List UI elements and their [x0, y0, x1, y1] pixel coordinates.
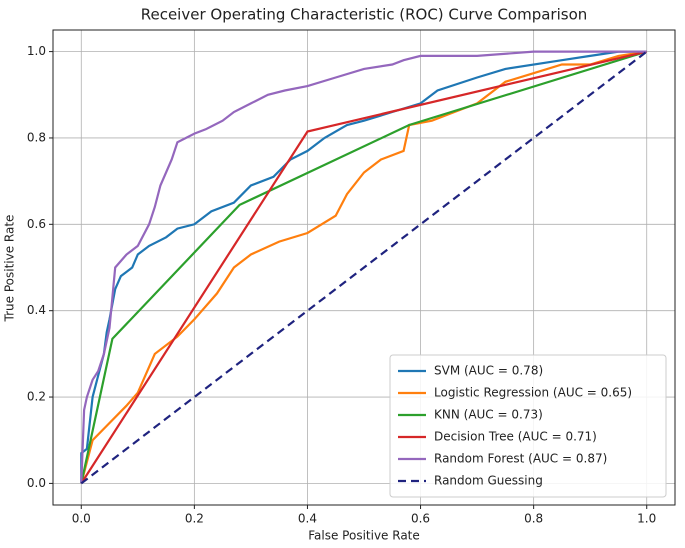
plot-frame — [52, 29, 676, 506]
roc-line — [80, 50, 648, 484]
legend-label: Random Guessing — [434, 474, 543, 488]
chart-title: Receiver Operating Characteristic (ROC) … — [141, 6, 588, 24]
roc-line — [80, 50, 647, 484]
roc-line — [80, 50, 647, 484]
legend: SVM (AUC = 0.78) Logistic Regression (AUC… — [389, 354, 667, 498]
roc-line — [80, 50, 647, 484]
x-tick-label: 0.4 — [298, 512, 317, 526]
y-tick-label: 1.0 — [27, 44, 46, 58]
x-tick-label: 1.0 — [637, 512, 656, 526]
y-tick-label: 0.8 — [27, 130, 46, 144]
roc-line — [80, 50, 648, 485]
legend-label: Decision Tree (AUC = 0.71) — [434, 430, 597, 444]
y-tick-label: 0.2 — [27, 390, 46, 404]
legend-label: Random Forest (AUC = 0.87) — [434, 452, 607, 466]
x-tick-label: 0.6 — [411, 512, 430, 526]
x-tick-label: 0.8 — [524, 512, 543, 526]
legend-label: KNN (AUC = 0.73) — [434, 408, 543, 422]
y-tick-label: 0.0 — [27, 476, 46, 490]
x-tick-label: 0.2 — [185, 512, 204, 526]
x-tick-label: 0.0 — [72, 512, 91, 526]
y-axis-label: True Positive Rate — [3, 215, 17, 323]
legend-label: Logistic Regression (AUC = 0.65) — [434, 386, 632, 400]
legend-label: SVM (AUC = 0.78) — [434, 364, 543, 378]
y-tick-label: 0.6 — [27, 217, 46, 231]
y-tick-label: 0.4 — [27, 303, 46, 317]
legend-box — [389, 354, 667, 498]
x-axis-label: False Positive Rate — [308, 529, 420, 543]
